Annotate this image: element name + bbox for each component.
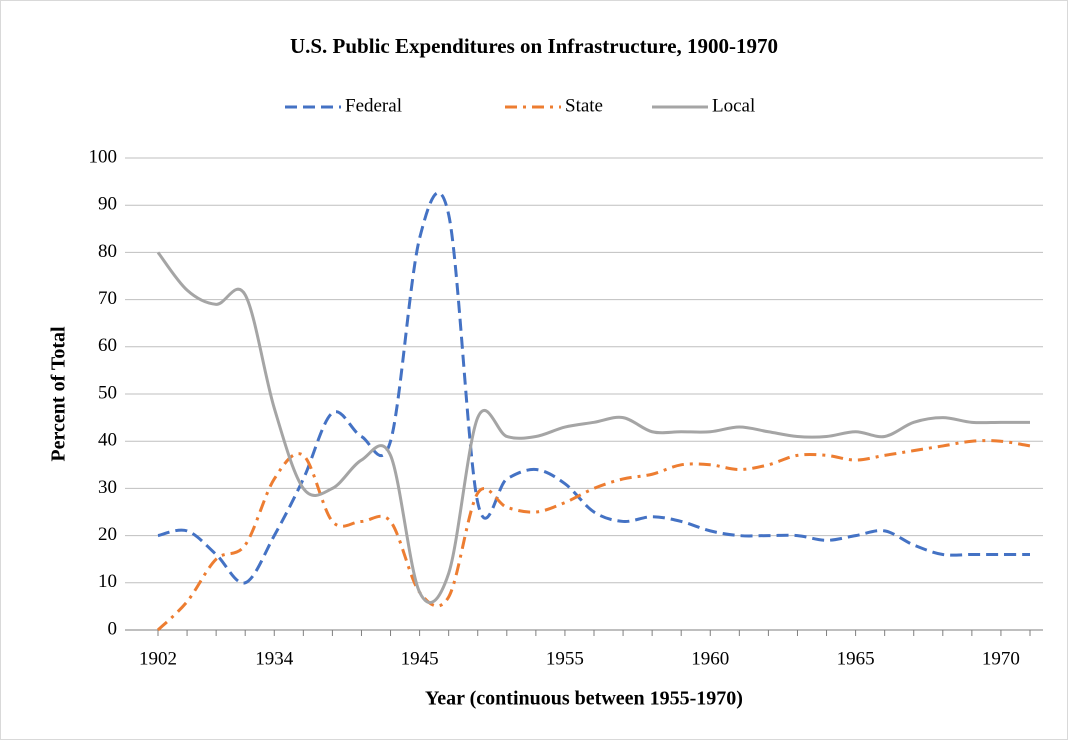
series-line — [156, 251, 1030, 605]
x-tick-label: 1970 — [982, 648, 1020, 669]
y-tick-label: 70 — [98, 288, 117, 309]
y-tick-label: 20 — [98, 524, 117, 545]
y-tick-label: 40 — [98, 430, 117, 451]
y-tick-label: 10 — [98, 571, 117, 592]
legend-label: Federal — [345, 95, 402, 116]
y-tick-label: 0 — [108, 618, 118, 639]
x-tick-label: 1960 — [691, 648, 729, 669]
x-tick-label: 1965 — [837, 648, 875, 669]
y-tick-label: 100 — [89, 146, 118, 167]
legend-label: State — [565, 95, 603, 116]
x-tick-label: 1934 — [255, 648, 294, 669]
y-tick-label: 60 — [98, 335, 117, 356]
y-tick-label: 30 — [98, 477, 117, 498]
x-tick-label: 1945 — [401, 648, 439, 669]
series-line — [156, 439, 1031, 632]
y-tick-label: 90 — [98, 194, 117, 215]
y-axis-title: Percent of Total — [48, 326, 70, 462]
x-axis-title: Year (continuous between 1955-1970) — [425, 688, 743, 710]
x-tick-label: 1902 — [139, 648, 177, 669]
legend-label: Local — [712, 95, 755, 116]
series-line — [157, 191, 1030, 585]
y-tick-label: 80 — [98, 241, 117, 262]
y-tick-label: 50 — [98, 382, 117, 403]
chart-title: U.S. Public Expenditures on Infrastructu… — [290, 34, 778, 58]
x-tick-label: 1955 — [546, 648, 584, 669]
